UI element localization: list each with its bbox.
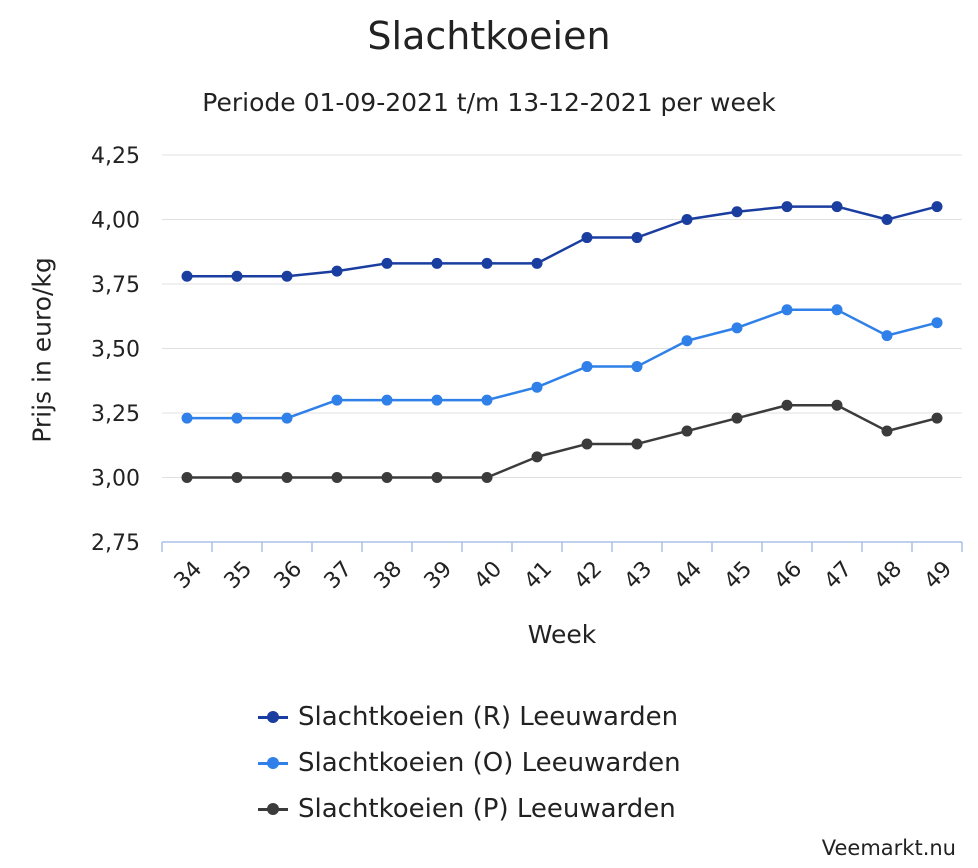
x-tick-label: 37 — [320, 557, 357, 594]
chart-title: Slachtkoeien — [367, 14, 611, 58]
legend-item-r[interactable]: Slachtkoeien (R) Leeuwarden — [258, 694, 681, 740]
data-point — [281, 472, 293, 483]
data-point — [581, 438, 593, 450]
legend-marker-o — [258, 753, 288, 773]
x-tick-label: 38 — [370, 557, 407, 594]
x-tick-label: 39 — [420, 557, 457, 594]
x-tick-label: 40 — [470, 557, 507, 594]
x-tick-label: 42 — [570, 557, 607, 594]
legend-marker-r — [258, 707, 288, 727]
x-tick-label: 34 — [170, 557, 207, 594]
data-point — [431, 394, 443, 406]
legend-marker-p — [258, 799, 288, 819]
legend-label-p: Slachtkoeien (P) Leeuwarden — [298, 794, 676, 824]
y-tick-label: 4,25 — [91, 144, 140, 169]
data-point — [881, 330, 893, 342]
data-point — [631, 361, 643, 373]
chart-subtitle: Periode 01-09-2021 t/m 13-12-2021 per we… — [202, 88, 776, 117]
data-point — [331, 472, 343, 483]
y-tick-label: 3,00 — [91, 467, 140, 492]
data-point — [831, 201, 843, 213]
x-tick-label: 43 — [620, 557, 657, 594]
x-tick-label: 49 — [920, 557, 957, 594]
data-point — [231, 270, 243, 282]
y-tick-label: 3,25 — [91, 402, 140, 427]
data-point — [931, 201, 943, 213]
data-point — [631, 232, 643, 244]
data-point — [281, 412, 293, 424]
y-tick-label: 4,00 — [91, 209, 140, 234]
data-point — [631, 438, 643, 450]
x-tick-label: 35 — [220, 557, 257, 594]
data-point — [681, 214, 693, 225]
data-point — [531, 451, 543, 463]
x-tick-label: 46 — [770, 557, 807, 594]
data-point — [181, 472, 193, 483]
data-point — [781, 304, 793, 316]
data-point — [381, 257, 393, 269]
legend-label-o: Slachtkoeien (O) Leeuwarden — [298, 748, 681, 778]
x-tick-label: 47 — [820, 557, 857, 594]
data-point — [331, 394, 343, 406]
x-tick-label: 36 — [270, 557, 307, 594]
data-point — [481, 472, 493, 483]
data-point — [481, 394, 493, 406]
data-point — [581, 361, 593, 373]
data-point — [831, 304, 843, 316]
data-point — [881, 214, 893, 225]
legend-item-p[interactable]: Slachtkoeien (P) Leeuwarden — [258, 786, 681, 832]
legend: Slachtkoeien (R) Leeuwarden Slachtkoeien… — [258, 694, 681, 832]
data-point — [181, 270, 193, 282]
data-point — [681, 425, 693, 437]
series-line-0 — [187, 205, 938, 278]
data-point — [881, 425, 893, 437]
series-line-2 — [187, 404, 938, 479]
x-tick-label: 45 — [720, 557, 757, 594]
data-point — [831, 399, 843, 411]
data-point — [181, 412, 193, 424]
data-point — [231, 472, 243, 483]
y-tick-label: 2,75 — [91, 531, 140, 556]
data-point — [931, 412, 943, 424]
data-point — [731, 206, 743, 218]
data-point — [431, 257, 443, 269]
data-point — [231, 412, 243, 424]
data-point — [381, 394, 393, 406]
credit-text: Veemarkt.nu — [821, 836, 956, 860]
data-point — [431, 472, 443, 483]
data-point — [531, 381, 543, 393]
data-point — [781, 399, 793, 411]
legend-label-r: Slachtkoeien (R) Leeuwarden — [298, 702, 679, 732]
data-point — [331, 265, 343, 277]
x-tick-label: 48 — [870, 557, 907, 594]
series-line-1 — [187, 308, 938, 420]
data-point — [481, 257, 493, 269]
data-point — [731, 412, 743, 424]
y-tick-label: 3,50 — [91, 338, 140, 363]
y-tick-label: 3,75 — [91, 273, 140, 298]
legend-item-o[interactable]: Slachtkoeien (O) Leeuwarden — [258, 740, 681, 786]
x-axis-label: Week — [527, 620, 597, 649]
data-point — [581, 232, 593, 244]
data-point — [681, 335, 693, 347]
data-point — [281, 270, 293, 282]
data-point — [781, 201, 793, 213]
data-point — [731, 322, 743, 334]
data-point — [931, 317, 943, 329]
data-point — [381, 472, 393, 483]
x-tick-label: 44 — [670, 557, 707, 594]
x-tick-label: 41 — [520, 557, 557, 594]
data-point — [531, 257, 543, 269]
